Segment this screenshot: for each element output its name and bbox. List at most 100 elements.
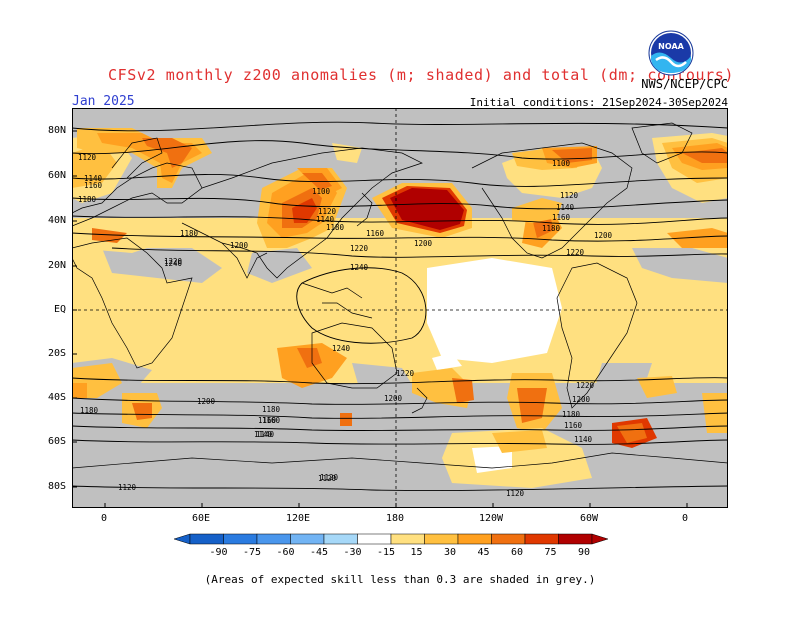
colorbar-label: 60: [511, 547, 523, 558]
lat-label: 80N: [48, 125, 67, 136]
lat-label: 40N: [48, 215, 67, 226]
axis-ticks: [72, 130, 688, 508]
agency-label: NWS/NCEP/CPC: [641, 77, 728, 91]
colorbar-label: -90: [210, 547, 228, 558]
colorbar-cell: [390, 533, 425, 545]
contour-label: 1180: [562, 410, 581, 419]
colorbar-cell: [357, 533, 392, 545]
contour-label: 1160: [366, 229, 385, 238]
contour-label: 1200: [414, 239, 433, 248]
forecast-map: 1180 1120 1140 1160 1180 1200 1220 1240 …: [72, 108, 728, 508]
lon-label: 0: [101, 513, 108, 524]
colorbar-max-arrow: [591, 533, 609, 545]
initial-conditions: Initial conditions: 21Sep2024-30Sep2024: [469, 96, 728, 109]
colorbar-label: 45: [478, 547, 490, 558]
contour-label: 1220: [566, 248, 585, 257]
contour-label: 1180: [542, 224, 561, 233]
contour-label: 1220: [396, 369, 415, 378]
contour-label: 1180: [80, 406, 99, 415]
contour-label: 1140: [254, 430, 273, 439]
contour-label: 1160: [552, 213, 571, 222]
contour-label: 1220: [164, 257, 183, 266]
colorbar-cell: [256, 533, 291, 545]
colorbar-label: 15: [411, 547, 423, 558]
colorbar-cell: [424, 533, 459, 545]
contour-label: 1140: [84, 174, 103, 183]
contour-label: 1180: [78, 195, 97, 204]
contour-label: 1200: [230, 241, 249, 250]
lat-label: 40S: [48, 392, 67, 403]
colorbar-label: 90: [578, 547, 590, 558]
skill-footnote: (Areas of expected skill less than 0.3 a…: [204, 573, 596, 586]
lat-label: 20N: [48, 260, 67, 271]
colorbar-label: 30: [444, 547, 456, 558]
colorbar-cell: [524, 533, 559, 545]
valid-month: Jan 2025: [72, 94, 135, 109]
contour-label: 1240: [332, 344, 351, 353]
lat-label: EQ: [54, 304, 67, 315]
contour-label: 1200: [594, 231, 613, 240]
lat-label: 60S: [48, 436, 67, 447]
colorbar-label: -45: [310, 547, 328, 558]
colorbar-cell: [558, 533, 593, 545]
colorbar-cell: [457, 533, 492, 545]
anomaly-colorbar: -90 -75 -60 -45 -30 -15 15 30 45 60 75 90: [173, 533, 609, 558]
lon-label: 120W: [479, 513, 504, 524]
colorbar-label: 75: [545, 547, 557, 558]
colorbar-min-arrow: [173, 533, 191, 545]
lon-label: 0: [682, 513, 689, 524]
colorbar-cell: [323, 533, 358, 545]
contour-label: 1240: [350, 263, 369, 272]
lon-label: 120E: [286, 513, 311, 524]
coastlines: [72, 122, 728, 469]
contour-label: 1140: [256, 430, 275, 439]
lat-label: 60N: [48, 170, 67, 181]
contour-label: 1200: [572, 395, 591, 404]
contour-label: 1160: [262, 416, 281, 425]
lat-label: 20S: [48, 348, 67, 359]
contour-label: 1120: [506, 489, 525, 498]
contour-label: 1140: [316, 215, 335, 224]
noaa-logo-icon: NOAA: [648, 30, 694, 76]
contour-label: 1180: [326, 223, 345, 232]
map-title: CFSv2 monthly z200 anomalies (m; shaded)…: [108, 66, 734, 84]
lat-label: 80S: [48, 481, 67, 492]
colorbar-cell: [223, 533, 258, 545]
colorbar-cell: [189, 533, 224, 545]
colorbar-label: -60: [277, 547, 295, 558]
map-frame: [72, 108, 728, 508]
lon-label: 60W: [580, 513, 599, 524]
colorbar-cell: [290, 533, 325, 545]
colorbar-label: -75: [243, 547, 261, 558]
contour-label: 1120: [318, 207, 337, 216]
contour-label: 1180: [262, 405, 281, 414]
colorbar-label: -15: [377, 547, 395, 558]
contour-label: 1200: [384, 394, 403, 403]
contour-label-group: 1180 1120 1140 1160 1180 1200 1220 1240 …: [78, 153, 613, 498]
contour-label: 1100: [552, 159, 571, 168]
contour-label: 1120: [318, 474, 337, 483]
neutral-anomaly-region: [427, 258, 562, 363]
contour-label: 1240: [164, 259, 183, 268]
lon-label: 180: [386, 513, 405, 524]
contour-label: 1200: [197, 397, 216, 406]
contour-label: 1120: [78, 153, 97, 162]
colorbar-cell: [491, 533, 526, 545]
contour-label: 1100: [312, 187, 331, 196]
contour-label: 1160: [258, 416, 277, 425]
contour-label: 1140: [556, 203, 575, 212]
tropical-positive-anomaly: [72, 218, 728, 383]
contour-label: 1120: [118, 483, 137, 492]
colorbar-label: -30: [344, 547, 362, 558]
contour-label: 1120: [320, 473, 339, 482]
contour-label: 1180: [180, 229, 199, 238]
contour-label: 1220: [576, 381, 595, 390]
lon-label: 60E: [192, 513, 211, 524]
contour-label: 1160: [564, 421, 583, 430]
contour-label: 1220: [350, 244, 369, 253]
svg-text:NOAA: NOAA: [658, 42, 684, 51]
contour-label: 1140: [574, 435, 593, 444]
contour-label: 1120: [560, 191, 579, 200]
height-contours: [72, 121, 728, 491]
contour-label: 1160: [84, 181, 103, 190]
